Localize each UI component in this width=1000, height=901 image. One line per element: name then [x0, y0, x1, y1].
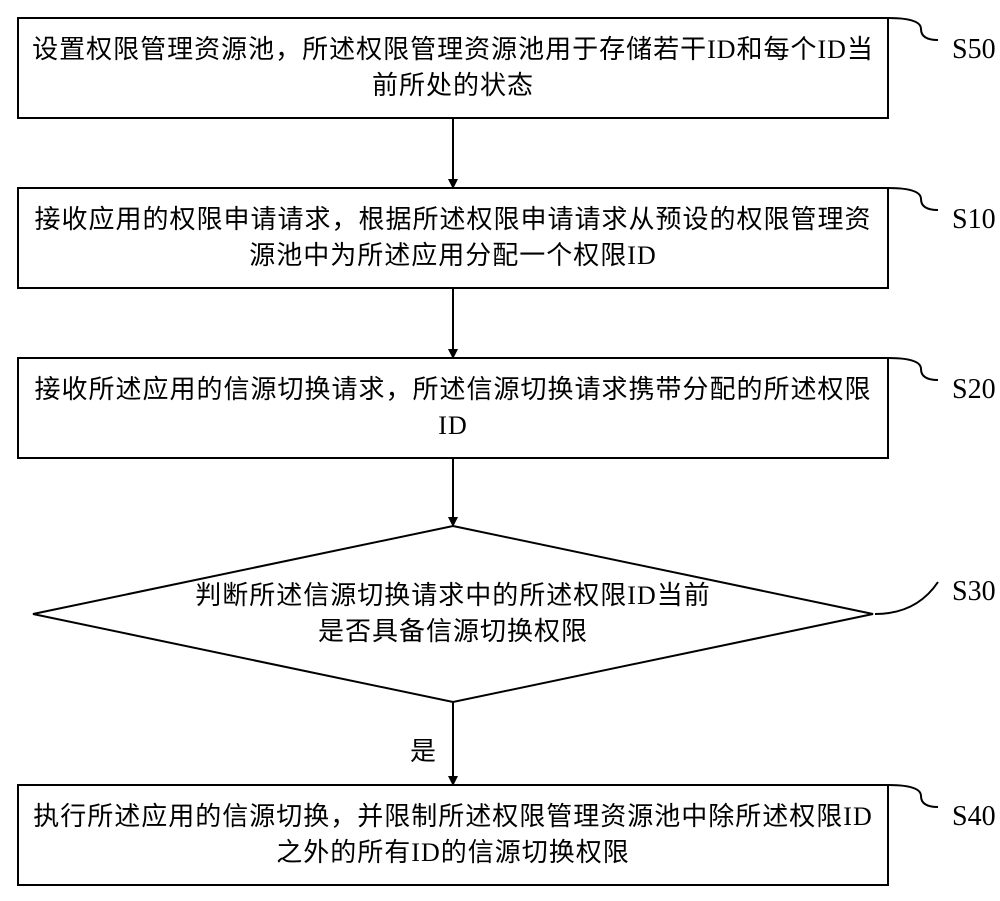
step-label-s20: S20: [952, 374, 996, 405]
step-label-s50: S50: [952, 34, 996, 65]
step-label-s10: S10: [952, 204, 996, 235]
step-label-s40: S40: [952, 801, 996, 832]
label-connector-s30: [875, 582, 938, 614]
step-text-s10: 接收应用的权限申请请求，根据所述权限申请请求从预设的权限管理资源池中为所述应用分…: [28, 202, 878, 275]
decision-label-s30: S30: [952, 576, 996, 607]
step-text-s40: 执行所述应用的信源切换，并限制所述权限管理资源池中除所述权限ID之外的所有ID的…: [28, 799, 878, 872]
step-text-s50: 设置权限管理资源池，所述权限管理资源池用于存储若干ID和每个ID当前所处的状态: [28, 32, 878, 105]
label-connector-s20: [888, 358, 938, 380]
label-connector-s50: [888, 18, 938, 40]
decision-text-s30: 判断所述信源切换请求中的所述权限ID当前是否具备信源切换权限: [193, 578, 713, 651]
label-connector-s10: [888, 188, 938, 210]
step-text-s20: 接收所述应用的信源切换请求，所述信源切换请求携带分配的所述权限ID: [28, 372, 878, 445]
label-connector-s40: [888, 785, 938, 807]
decision-yes-label: 是: [410, 737, 436, 766]
